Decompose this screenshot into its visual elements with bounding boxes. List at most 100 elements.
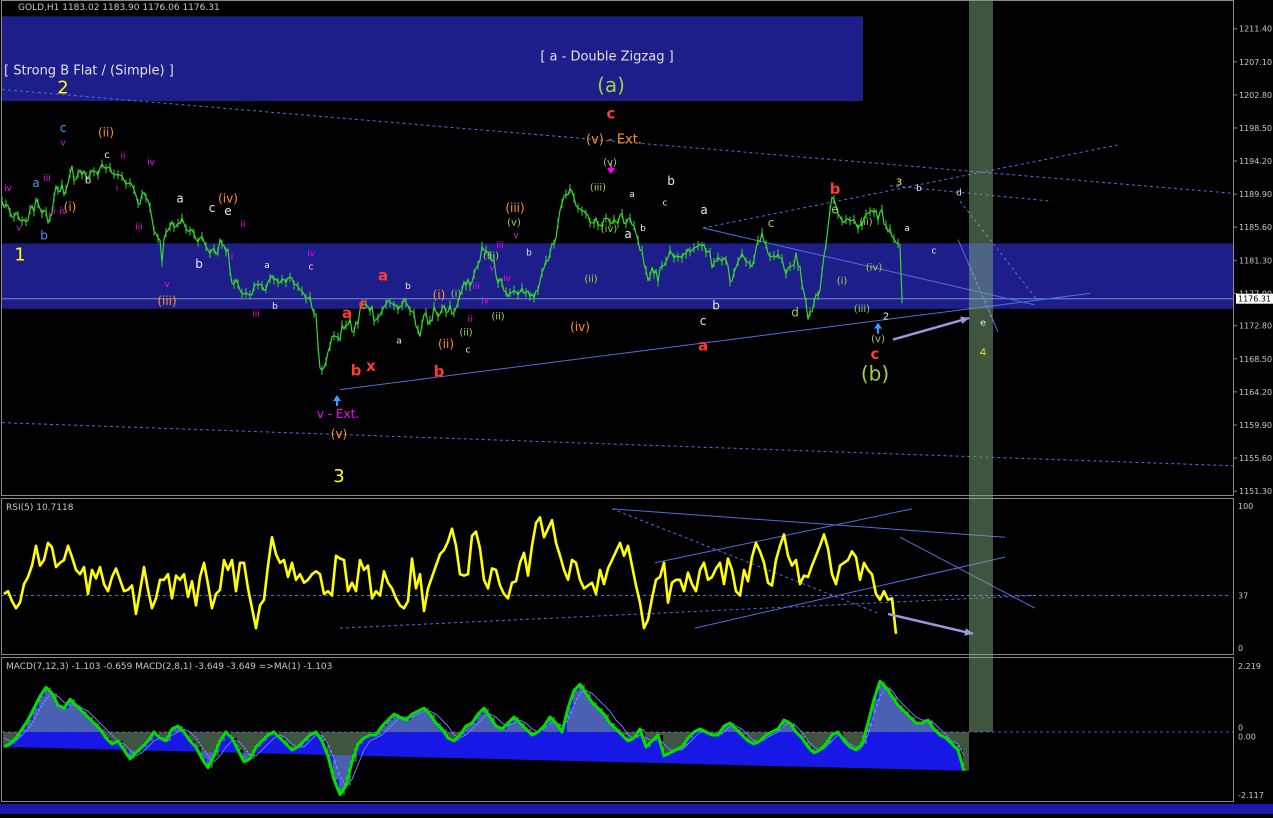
wave-label: (v) [871, 334, 885, 345]
wave-label: d [956, 189, 962, 199]
wave-label: b [351, 362, 362, 380]
wave-label: v [513, 231, 519, 241]
wave-label: (ii) [98, 125, 114, 139]
wave-label: (iv) [218, 192, 238, 206]
wave-label: a [396, 336, 402, 346]
wave-label: b [526, 249, 532, 259]
up-arrow-icon [874, 322, 882, 334]
wave-label: (i) [837, 276, 848, 287]
wave-label: a [629, 190, 635, 200]
wave-label: (a) [597, 73, 625, 97]
price-trendline [702, 144, 1119, 229]
wave-label: ii [240, 220, 245, 230]
wave-label: i [231, 253, 234, 263]
wave-label: b [712, 299, 720, 313]
price-series-line [1, 162, 903, 372]
wave-label: (iii) [483, 251, 499, 262]
wave-label: b [272, 302, 278, 312]
price-tick-label: 1207.10 [1239, 58, 1272, 67]
wave-label: b [40, 229, 48, 243]
wave-label: a [904, 224, 910, 234]
wave-label: iii [472, 282, 480, 292]
wave-label: a [176, 192, 183, 206]
wave-label: b [916, 184, 922, 194]
price-trendline [339, 292, 1091, 391]
rsi-trendline [611, 508, 1006, 538]
wave-label: ii [50, 206, 55, 216]
wave-label: (ii) [491, 312, 504, 323]
wave-label: c [209, 201, 216, 215]
wave-label: (iii) [854, 304, 870, 315]
wave-label: ii [120, 152, 125, 162]
wave-label: (i) [451, 289, 462, 300]
macd-panel-frame [1, 657, 1234, 802]
wave-label: b [85, 175, 91, 186]
wave-label: (v) - Ext. [586, 132, 642, 147]
wave-label: b [830, 180, 841, 198]
wave-label: (v) [331, 427, 347, 441]
rsi-tick-label: 100 [1238, 502, 1253, 511]
price-tick-label: 1181.30 [1239, 256, 1272, 265]
wave-label: a [342, 304, 352, 322]
wave-label: iv [147, 158, 156, 168]
rsi-series-line [3, 516, 898, 634]
wave-label: b [195, 257, 203, 271]
wave-label: e [980, 319, 986, 329]
macd-tick-label: 0 [1238, 724, 1243, 733]
wave-label: (iv) [601, 224, 618, 235]
wave-label: e [831, 202, 838, 216]
wave-label: 3 [333, 466, 344, 487]
rsi-title: RSI(5) 10.7118 [6, 503, 74, 513]
current-price-marker [1236, 293, 1273, 304]
wave-label: (iv) [570, 320, 590, 334]
price-tick-label: 1159.90 [1239, 421, 1272, 430]
wave-label: iv [481, 296, 490, 306]
wave-label: c [309, 263, 314, 273]
rsi-trendline [899, 536, 1036, 609]
price-trendline [1, 422, 1234, 467]
wave-label: b [405, 282, 411, 292]
wave-label: a [700, 203, 707, 217]
purple-arrow [892, 316, 970, 341]
macd-main-line [3, 679, 966, 796]
wave-label: 3 [896, 178, 902, 189]
wave-label: c [871, 345, 880, 363]
wave-label: v [164, 280, 170, 290]
rsi-tick-label: 0 [1238, 644, 1243, 653]
wave-label: 1 [14, 244, 25, 265]
wave-label: v [16, 223, 22, 233]
wave-label: 2 [883, 312, 889, 323]
macd-tick-label: 2.219 [1238, 662, 1261, 671]
rsi-trendline [694, 556, 1006, 629]
band-top [2, 16, 863, 102]
current-price-label: 1176.31 [1238, 295, 1271, 304]
price-tick-label: 1189.90 [1239, 190, 1272, 199]
wave-label: b [640, 224, 646, 234]
price-tick-label: 1202.80 [1239, 91, 1272, 100]
macd-tick-label: 0.00 [1238, 732, 1256, 741]
wave-label: (iii) [590, 182, 606, 193]
price-tick-label: 1185.60 [1239, 223, 1272, 232]
wave-label: (i) [64, 200, 77, 214]
wave-label: 4 [980, 348, 986, 359]
price-tick-label: 1168.50 [1239, 355, 1272, 364]
wave-label: (iii) [505, 201, 524, 215]
price-tick-label: 1172.80 [1239, 322, 1272, 331]
macd-tick-label: -2.117 [1238, 791, 1264, 800]
wave-label: (ii) [584, 274, 597, 285]
rsi-tick-label: 37 [1238, 591, 1248, 600]
purple-arrow [887, 612, 974, 636]
wave-label: iii [252, 309, 260, 319]
rsi-panel-frame [1, 498, 1234, 655]
wave-label: (b) [861, 361, 889, 385]
wave-label: (v) [603, 158, 617, 169]
wave-label: a [32, 176, 39, 190]
wave-label: v [60, 139, 66, 149]
bottom-scrollbar[interactable] [0, 804, 1273, 814]
wave-label: (iii) [157, 294, 176, 308]
price-tick-label: 1194.20 [1239, 157, 1272, 166]
wave-label: c [663, 199, 668, 209]
wave-label: c [104, 150, 110, 161]
